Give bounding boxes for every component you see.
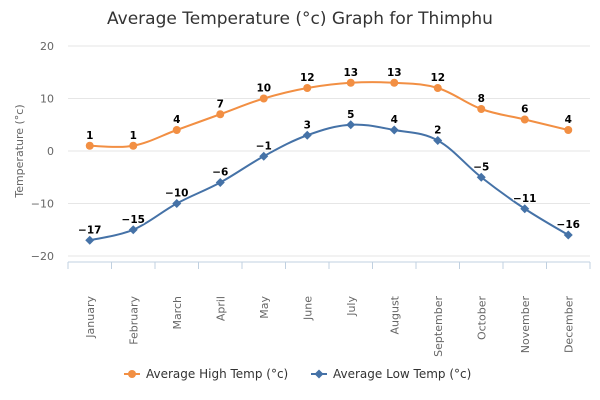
data-label: 10 — [256, 83, 271, 95]
legend-label: Average Low Temp (°c) — [333, 367, 471, 381]
data-point — [215, 178, 225, 187]
x-tick-label: March — [171, 296, 184, 330]
data-point — [129, 141, 138, 150]
y-tick-label: −20 — [31, 250, 54, 263]
data-point — [85, 235, 95, 245]
legend-item[interactable]: Average High Temp (°c) — [124, 367, 288, 381]
data-label: 6 — [521, 104, 528, 116]
series-low: −17 −15 −10 −6 −1 3 5 4 2 −5 −11 −16 — [77, 108, 581, 245]
data-label: −16 — [557, 219, 580, 231]
data-point — [476, 172, 486, 182]
y-tick-label: 20 — [40, 40, 54, 53]
data-label: −17 — [78, 224, 101, 236]
data-point — [259, 94, 268, 103]
y-tick-label: −10 — [31, 198, 54, 211]
x-tick-label: November — [519, 296, 532, 354]
data-point — [303, 84, 312, 92]
y-axis: 20 10 0 −10 −20 — [31, 40, 54, 263]
series-line — [89, 81, 569, 148]
data-label: 3 — [304, 119, 311, 131]
data-label: 4 — [391, 114, 398, 126]
x-tick-label: April — [214, 296, 227, 321]
data-label: 1 — [86, 130, 93, 142]
x-tick-label: June — [301, 296, 314, 321]
series-line — [89, 123, 569, 242]
data-label: 13 — [387, 67, 402, 79]
data-point — [433, 84, 442, 92]
legend-label: Average High Temp (°c) — [146, 367, 288, 381]
data-label: 2 — [434, 125, 441, 137]
data-point — [314, 369, 324, 379]
data-point — [433, 136, 443, 145]
x-tick-label: August — [388, 295, 401, 334]
data-label: −1 — [256, 140, 272, 152]
data-point — [346, 120, 356, 130]
data-label: 5 — [347, 109, 354, 121]
data-label: −6 — [212, 167, 228, 179]
data-point — [216, 110, 225, 119]
data-point — [172, 126, 181, 134]
y-tick-label: 0 — [47, 145, 54, 158]
data-point — [390, 78, 399, 87]
data-label: −5 — [473, 161, 489, 173]
data-label: 4 — [565, 114, 572, 126]
data-point — [259, 151, 269, 161]
data-label: 4 — [173, 114, 180, 126]
data-point — [85, 141, 94, 150]
data-label: −15 — [122, 214, 145, 226]
data-label: −10 — [165, 188, 188, 200]
data-point — [128, 370, 136, 378]
y-axis-title: Temperature (°c) — [13, 104, 26, 198]
data-point — [520, 115, 529, 124]
legend: Average High Temp (°c) Average Low Temp (… — [124, 367, 471, 381]
grid — [68, 45, 590, 257]
data-point — [389, 125, 399, 135]
data-label: 12 — [300, 72, 315, 84]
y-tick-label: 10 — [40, 93, 54, 106]
data-label: 8 — [478, 93, 485, 105]
data-point — [128, 225, 138, 235]
data-point — [477, 105, 486, 113]
x-tick-label: February — [127, 296, 140, 345]
x-tick-label: May — [258, 296, 271, 319]
x-tick-label: October — [475, 296, 488, 340]
data-point — [302, 130, 312, 140]
x-tick-label: December — [562, 296, 575, 354]
chart-title: Average Temperature (°c) Graph for Thimp… — [107, 9, 493, 29]
data-label: −11 — [513, 193, 536, 205]
series-high: 1 1 4 7 10 12 13 13 12 8 6 4 — [85, 66, 573, 150]
data-label: 1 — [130, 130, 137, 142]
x-tick-label: September — [432, 296, 445, 357]
data-label: 13 — [343, 67, 358, 79]
x-axis: January February March April May June July Augu… — [67, 261, 591, 357]
data-point — [520, 204, 530, 214]
x-tick-label: January — [84, 296, 97, 339]
data-label: 12 — [430, 72, 445, 84]
data-label: 7 — [217, 98, 224, 110]
x-tick-label: July — [345, 296, 358, 317]
legend-item[interactable]: Average Low Temp (°c) — [311, 367, 471, 381]
data-point — [172, 199, 182, 208]
data-point — [563, 230, 573, 240]
data-point — [346, 78, 355, 87]
data-point — [564, 126, 573, 134]
